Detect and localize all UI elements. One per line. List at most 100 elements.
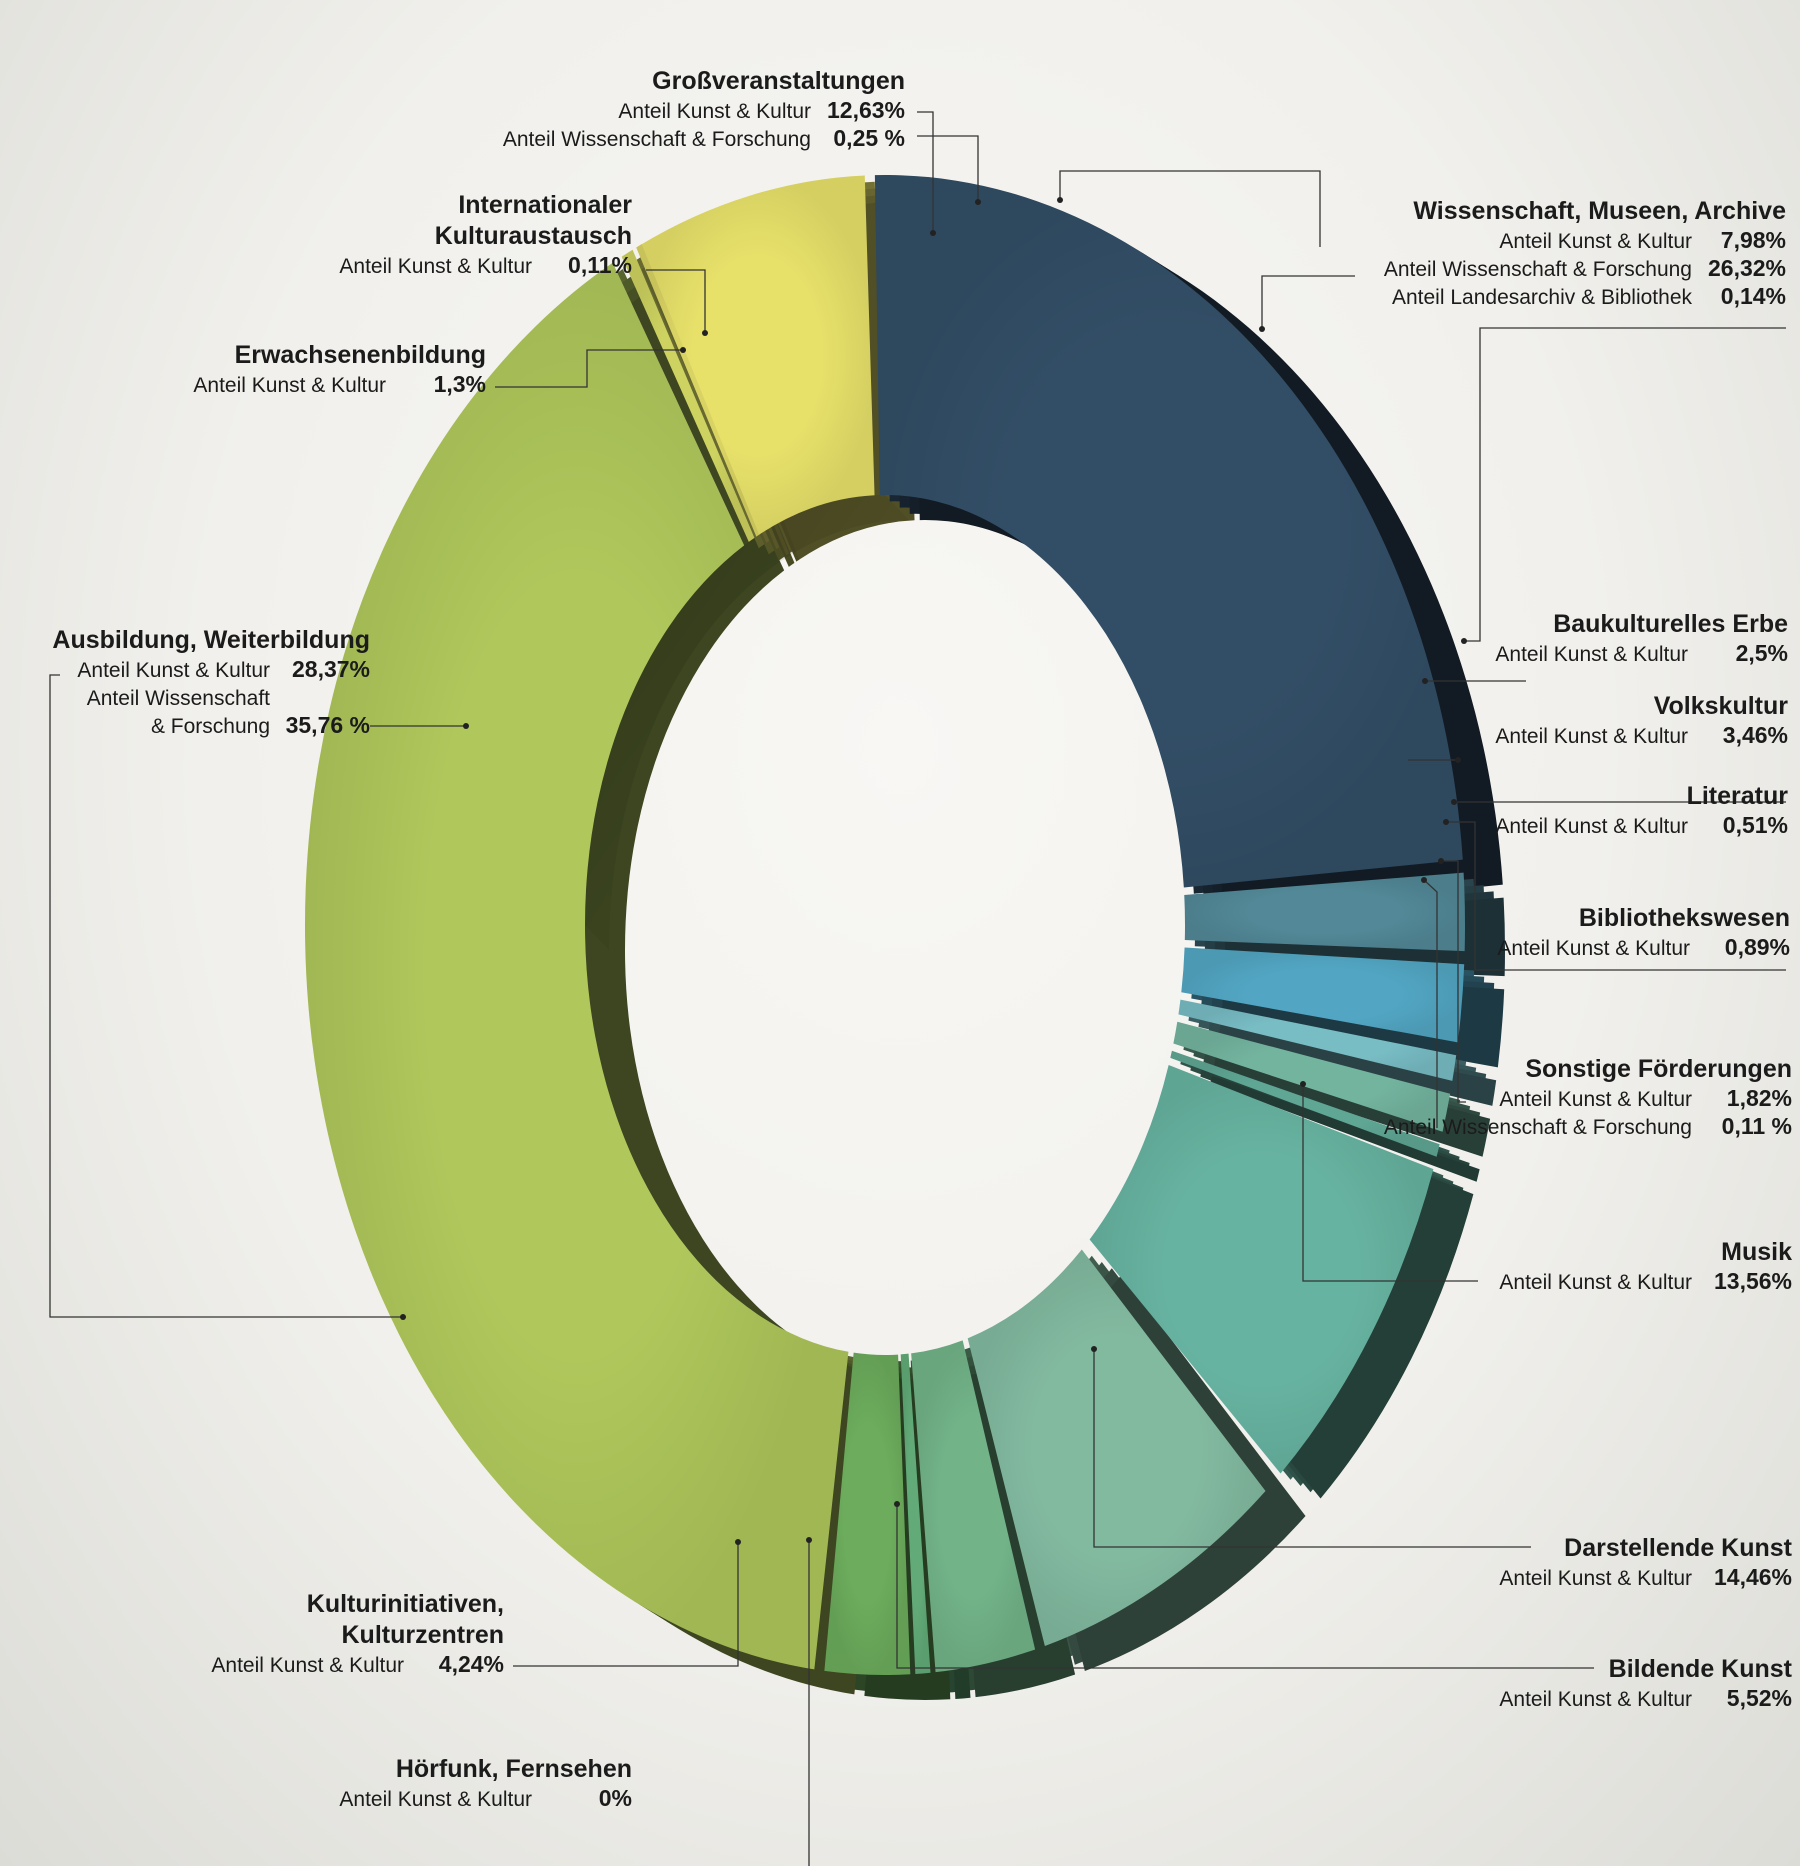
leader-dot-hoerfunk [806,1537,812,1543]
leader-line-wissenschaft [1059,170,1321,247]
share-label: Anteil Wissenschaft & Forschung [1383,258,1692,281]
slice-shade-bibliothekswesen [1173,1021,1451,1132]
share-value: 4,24% [438,1651,504,1677]
share-value: 14,46% [1713,1564,1792,1590]
share-label: Anteil Kunst & Kultur [1495,815,1688,838]
slice-shade-volkskultur [1181,947,1465,1043]
label-erwachsenenbildung: Erwachsenenbildung Anteil Kunst & Kultur… [193,340,486,399]
leader-line-darstellende [1093,1349,1531,1548]
slice-title: Hörfunk, Fernsehen [395,1755,632,1783]
share-value: 1,82% [1726,1085,1792,1111]
slice-title: Musik [1721,1238,1792,1266]
share-value: 0,11 % [1721,1113,1792,1139]
share-label: Anteil Kunst & Kultur [77,659,270,682]
share-value: 28,37% [291,656,370,682]
label-grossveranstaltungen: Großveranstaltungen Anteil Kunst & Kultu… [503,66,905,153]
leader-dot-bibliothekswesen [1443,819,1449,825]
share-value: 7,98% [1720,227,1786,253]
leader-line-wissenschaft [1261,275,1355,329]
label-volkskultur: Volkskultur Anteil Kunst & Kultur 3,46% [1495,691,1788,750]
label-baukulturelles: Baukulturelles Erbe Anteil Kunst & Kultu… [1495,609,1788,668]
share-label: Anteil Wissenschaft [86,687,270,710]
share-value: 0,14% [1720,283,1786,309]
label-bildende: Bildende Kunst Anteil Kunst & Kultur 5,52… [1499,1654,1792,1713]
leader-dot-wissenschaft [1461,638,1467,644]
slice-title: Bildende Kunst [1608,1655,1792,1683]
leader-line-wissenschaft [1464,327,1786,642]
label-darstellende: Darstellende Kunst Anteil Kunst & Kultur… [1499,1533,1792,1592]
slice-shade-grossveranstaltungen [639,175,875,536]
leader-line-bibliothekswesen [1446,821,1786,971]
slice-shade-sonstige [1170,1050,1440,1157]
slice-title: Ausbildung, Weiterbildung [52,626,370,654]
leader-dot-ausbildung [400,1314,406,1320]
share-value: 35,76 % [285,712,370,738]
share-label: Anteil Kunst & Kultur [1499,1271,1692,1294]
slice-title: Internationaler [458,191,632,219]
slice-title: Literatur [1686,782,1788,810]
leader-dot-grossveranstaltungen [975,199,981,205]
share-label: Anteil Kunst & Kultur [1495,643,1688,666]
leader-dot-ausbildung [463,723,469,729]
slice-top-layer [305,175,1466,1675]
leader-line-sonstige [1423,879,1438,1128]
slice-title: Sonstige Förderungen [1525,1055,1792,1083]
inner-wall-shadow [585,495,909,950]
share-value: 0,11% [568,252,632,278]
share-label: Anteil Kunst & Kultur [1495,725,1688,748]
share-label: Anteil Wissenschaft & Forschung [502,128,811,151]
leader-line-sonstige [1441,860,1466,1103]
label-hoerfunk: Hörfunk, Fernsehen Anteil Kunst & Kultur… [339,1754,632,1813]
label-bibliothekswesen: Bibliothekswesen Anteil Kunst & Kultur 0,… [1497,903,1790,962]
share-label: Anteil Kunst & Kultur [1499,230,1692,253]
slice-shade-bildende [911,1340,1036,1673]
leader-line-bildende [896,1504,1594,1669]
leader-line-musik [1302,1084,1478,1282]
slice-title: Kulturinitiativen, [306,1590,504,1618]
leader-line-ausbildung [49,674,403,1318]
leader-dot-bildende [894,1501,900,1507]
slice-title: Kulturaustausch [434,222,632,250]
share-value: 0,51% [1722,812,1788,838]
slice-shade-hoerfunk [900,1353,931,1674]
label-kulturinitiativen: Kulturinitiativen, Kulturzentren Anteil … [211,1589,504,1679]
leader-dot-literatur [1451,799,1457,805]
label-musik: Musik Anteil Kunst & Kultur 13,56% [1499,1237,1792,1296]
label-wissenschaft: Wissenschaft, Museen, Archive Anteil Kun… [1384,196,1786,311]
slice-shade-internationaler [636,244,760,537]
leader-line-grossveranstaltungen [917,135,979,202]
share-value: 0,89% [1724,934,1790,960]
slice-title: Bibliothekswesen [1578,904,1790,932]
slice-title: Großveranstaltungen [652,67,905,95]
share-value: 12,63% [826,97,905,123]
share-value: 13,56% [1713,1268,1792,1294]
slice-title: Baukulturelles Erbe [1553,610,1788,638]
slice-depth-sonstige [1210,1075,1480,1182]
share-value: 2,5% [1735,640,1788,666]
leader-dot-sonstige [1421,877,1427,883]
share-label: Anteil Landesarchiv & Bibliothek [1391,286,1692,309]
label-literatur: Literatur Anteil Kunst & Kultur 0,51% [1495,781,1788,840]
slice-depth-literatur [1218,1024,1497,1106]
leader-dot-volkskultur [1455,757,1461,763]
share-value: 3,46% [1722,722,1788,748]
slice-shade-ausbildung [305,262,849,1670]
label-sonstige: Sonstige Förderungen Anteil Kunst & Kult… [1384,1054,1792,1141]
share-value: 1,3% [433,371,486,397]
leader-dot-darstellende [1091,1346,1097,1352]
leader-line-grossveranstaltungen [917,111,934,233]
leader-dot-sonstige [1438,858,1444,864]
share-label: Anteil Kunst & Kultur [618,100,811,123]
leader-line-erwachsenenbildung [495,349,683,388]
share-label: & Forschung [150,715,270,738]
share-value: 0% [598,1785,632,1811]
leader-dot-internationaler [702,330,708,336]
share-label: Anteil Wissenschaft & Forschung [1383,1116,1692,1139]
share-label: Anteil Kunst & Kultur [1499,1088,1692,1111]
slice-title: Kulturzentren [341,1621,505,1649]
slice-shade-kulturinitiativen [824,1352,911,1675]
share-label: Anteil Kunst & Kultur [211,1654,404,1677]
leader-dot-kulturinitiativen [735,1539,741,1545]
leader-dot-erwachsenenbildung [680,347,686,353]
